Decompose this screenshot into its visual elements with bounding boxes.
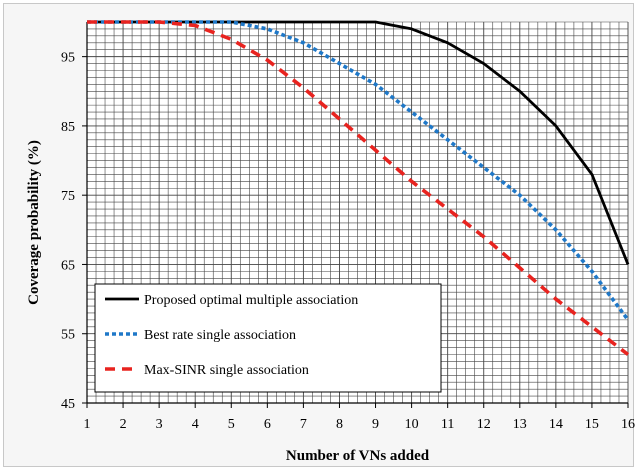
- y-tick-label: 75: [61, 189, 75, 204]
- x-tick-label: 6: [264, 417, 271, 432]
- series-line-3: [87, 20, 630, 356]
- y-tick-label: 45: [61, 397, 75, 412]
- x-axis-label: Number of VNs added: [286, 448, 430, 464]
- legend-label-1: Proposed optimal multiple association: [144, 293, 358, 308]
- y-tick-label: 55: [61, 328, 75, 343]
- x-tick-label: 4: [192, 417, 199, 432]
- y-tick-label: 95: [61, 51, 75, 66]
- legend: Proposed optimal multiple association Bes…: [94, 283, 442, 393]
- x-tick-label: 15: [585, 417, 599, 432]
- x-tick-label: 11: [441, 417, 454, 432]
- y-tick-labels: 45 55 65 75 85 95: [61, 51, 87, 412]
- x-tick-label: 5: [228, 417, 235, 432]
- x-tick-label: 16: [621, 417, 635, 432]
- x-tick-label: 8: [336, 417, 343, 432]
- x-tick-label: 2: [120, 417, 127, 432]
- x-tick-label: 12: [477, 417, 491, 432]
- x-tick-label: 10: [405, 417, 419, 432]
- x-tick-label: 3: [156, 417, 163, 432]
- legend-box: [94, 283, 442, 393]
- x-tick-labels: 1 2 3 4 5 6 7 8 9 10 11 12 13 14 15 16: [84, 403, 635, 432]
- series-lines: [87, 20, 630, 356]
- x-tick-label: 7: [300, 417, 307, 432]
- x-tick-label: 14: [549, 417, 563, 432]
- x-tick-label: 9: [372, 417, 379, 432]
- y-axis-label: Coverage probability (%): [26, 140, 42, 305]
- legend-label-3: Max-SINR single association: [144, 363, 309, 378]
- legend-label-2: Best rate single association: [144, 328, 296, 343]
- y-tick-label: 65: [61, 258, 75, 273]
- y-tick-label: 85: [61, 120, 75, 135]
- x-tick-label: 1: [84, 417, 91, 432]
- x-tick-label: 13: [513, 417, 527, 432]
- series-line-2: [87, 20, 630, 321]
- axes: [86, 22, 628, 404]
